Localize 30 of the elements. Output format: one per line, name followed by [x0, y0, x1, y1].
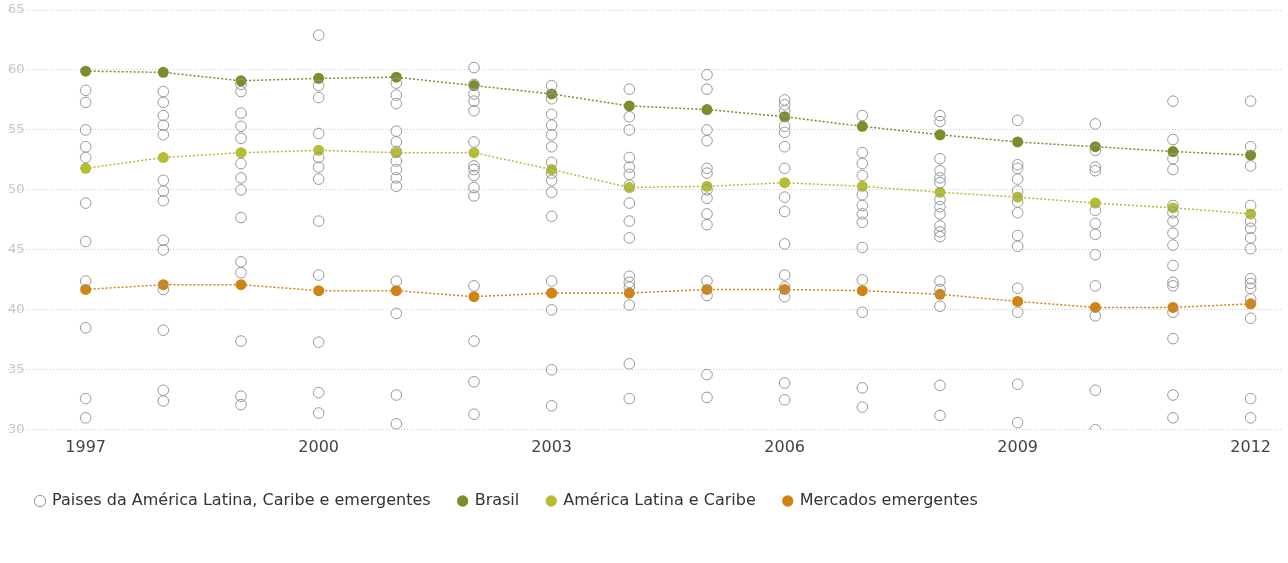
- point: [1012, 295, 1024, 307]
- x-tick-label: 1997: [65, 436, 107, 456]
- point: [313, 285, 325, 297]
- point: [157, 152, 169, 164]
- legend-label: Brasil: [474, 490, 520, 510]
- point: [779, 177, 791, 189]
- point: [701, 104, 713, 116]
- point: [157, 66, 169, 78]
- x-tick-label: 2006: [764, 436, 806, 456]
- legend-label: América Latina e Caribe: [563, 490, 756, 510]
- point: [468, 291, 480, 303]
- legend-label: Paises da América Latina, Caribe e emergentes: [52, 490, 431, 510]
- point: [934, 129, 946, 141]
- legend-label: Mercados emergentes: [799, 490, 978, 510]
- x-tick-label: 2000: [298, 436, 340, 456]
- point: [80, 162, 92, 174]
- x-tick-label: 2009: [997, 436, 1038, 456]
- point: [390, 285, 402, 297]
- point: [80, 65, 92, 77]
- point: [235, 279, 247, 291]
- x-tick-label: 2012: [1230, 436, 1271, 456]
- point: [623, 100, 635, 112]
- point: [235, 147, 247, 159]
- point: [546, 287, 558, 299]
- point: [1012, 136, 1024, 148]
- point: [856, 285, 868, 297]
- x-tick-label: 2003: [531, 436, 573, 456]
- point: [468, 147, 480, 159]
- point: [856, 180, 868, 192]
- point: [856, 120, 868, 132]
